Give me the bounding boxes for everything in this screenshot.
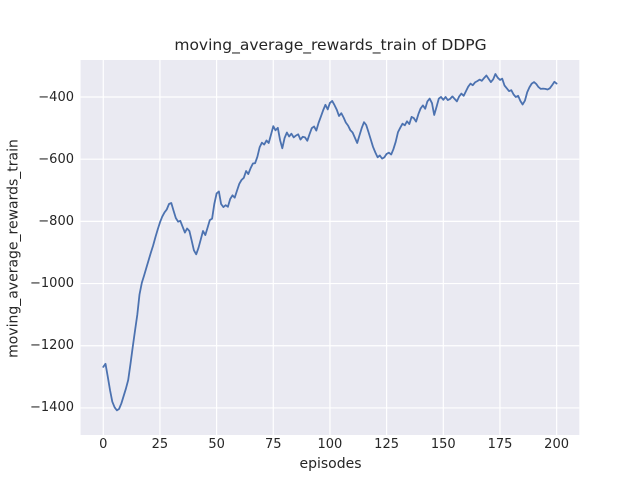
y-tick-label: −1400: [30, 400, 74, 416]
x-tick-label: 100: [317, 437, 343, 452]
y-tick-label: −600: [38, 151, 74, 167]
y-tick-label: −1200: [30, 338, 74, 354]
series-line-ddpg: [102, 73, 558, 412]
y-tick-label: −1000: [30, 276, 74, 292]
x-tick-label: 75: [265, 437, 282, 452]
y-tick-label: −800: [38, 213, 74, 229]
y-tick-label: −400: [38, 89, 74, 105]
x-tick-label: 150: [430, 437, 456, 452]
x-axis-label: episodes: [299, 456, 362, 472]
x-tick-label: 50: [208, 437, 225, 452]
x-tick-label: 0: [99, 437, 108, 452]
x-tick-label: 200: [544, 437, 569, 452]
chart-title: moving_average_rewards_train of DDPG: [174, 36, 487, 54]
x-tick-label: 175: [487, 437, 513, 452]
x-tick-label: 25: [151, 437, 169, 452]
x-tick-label: 125: [374, 437, 399, 452]
